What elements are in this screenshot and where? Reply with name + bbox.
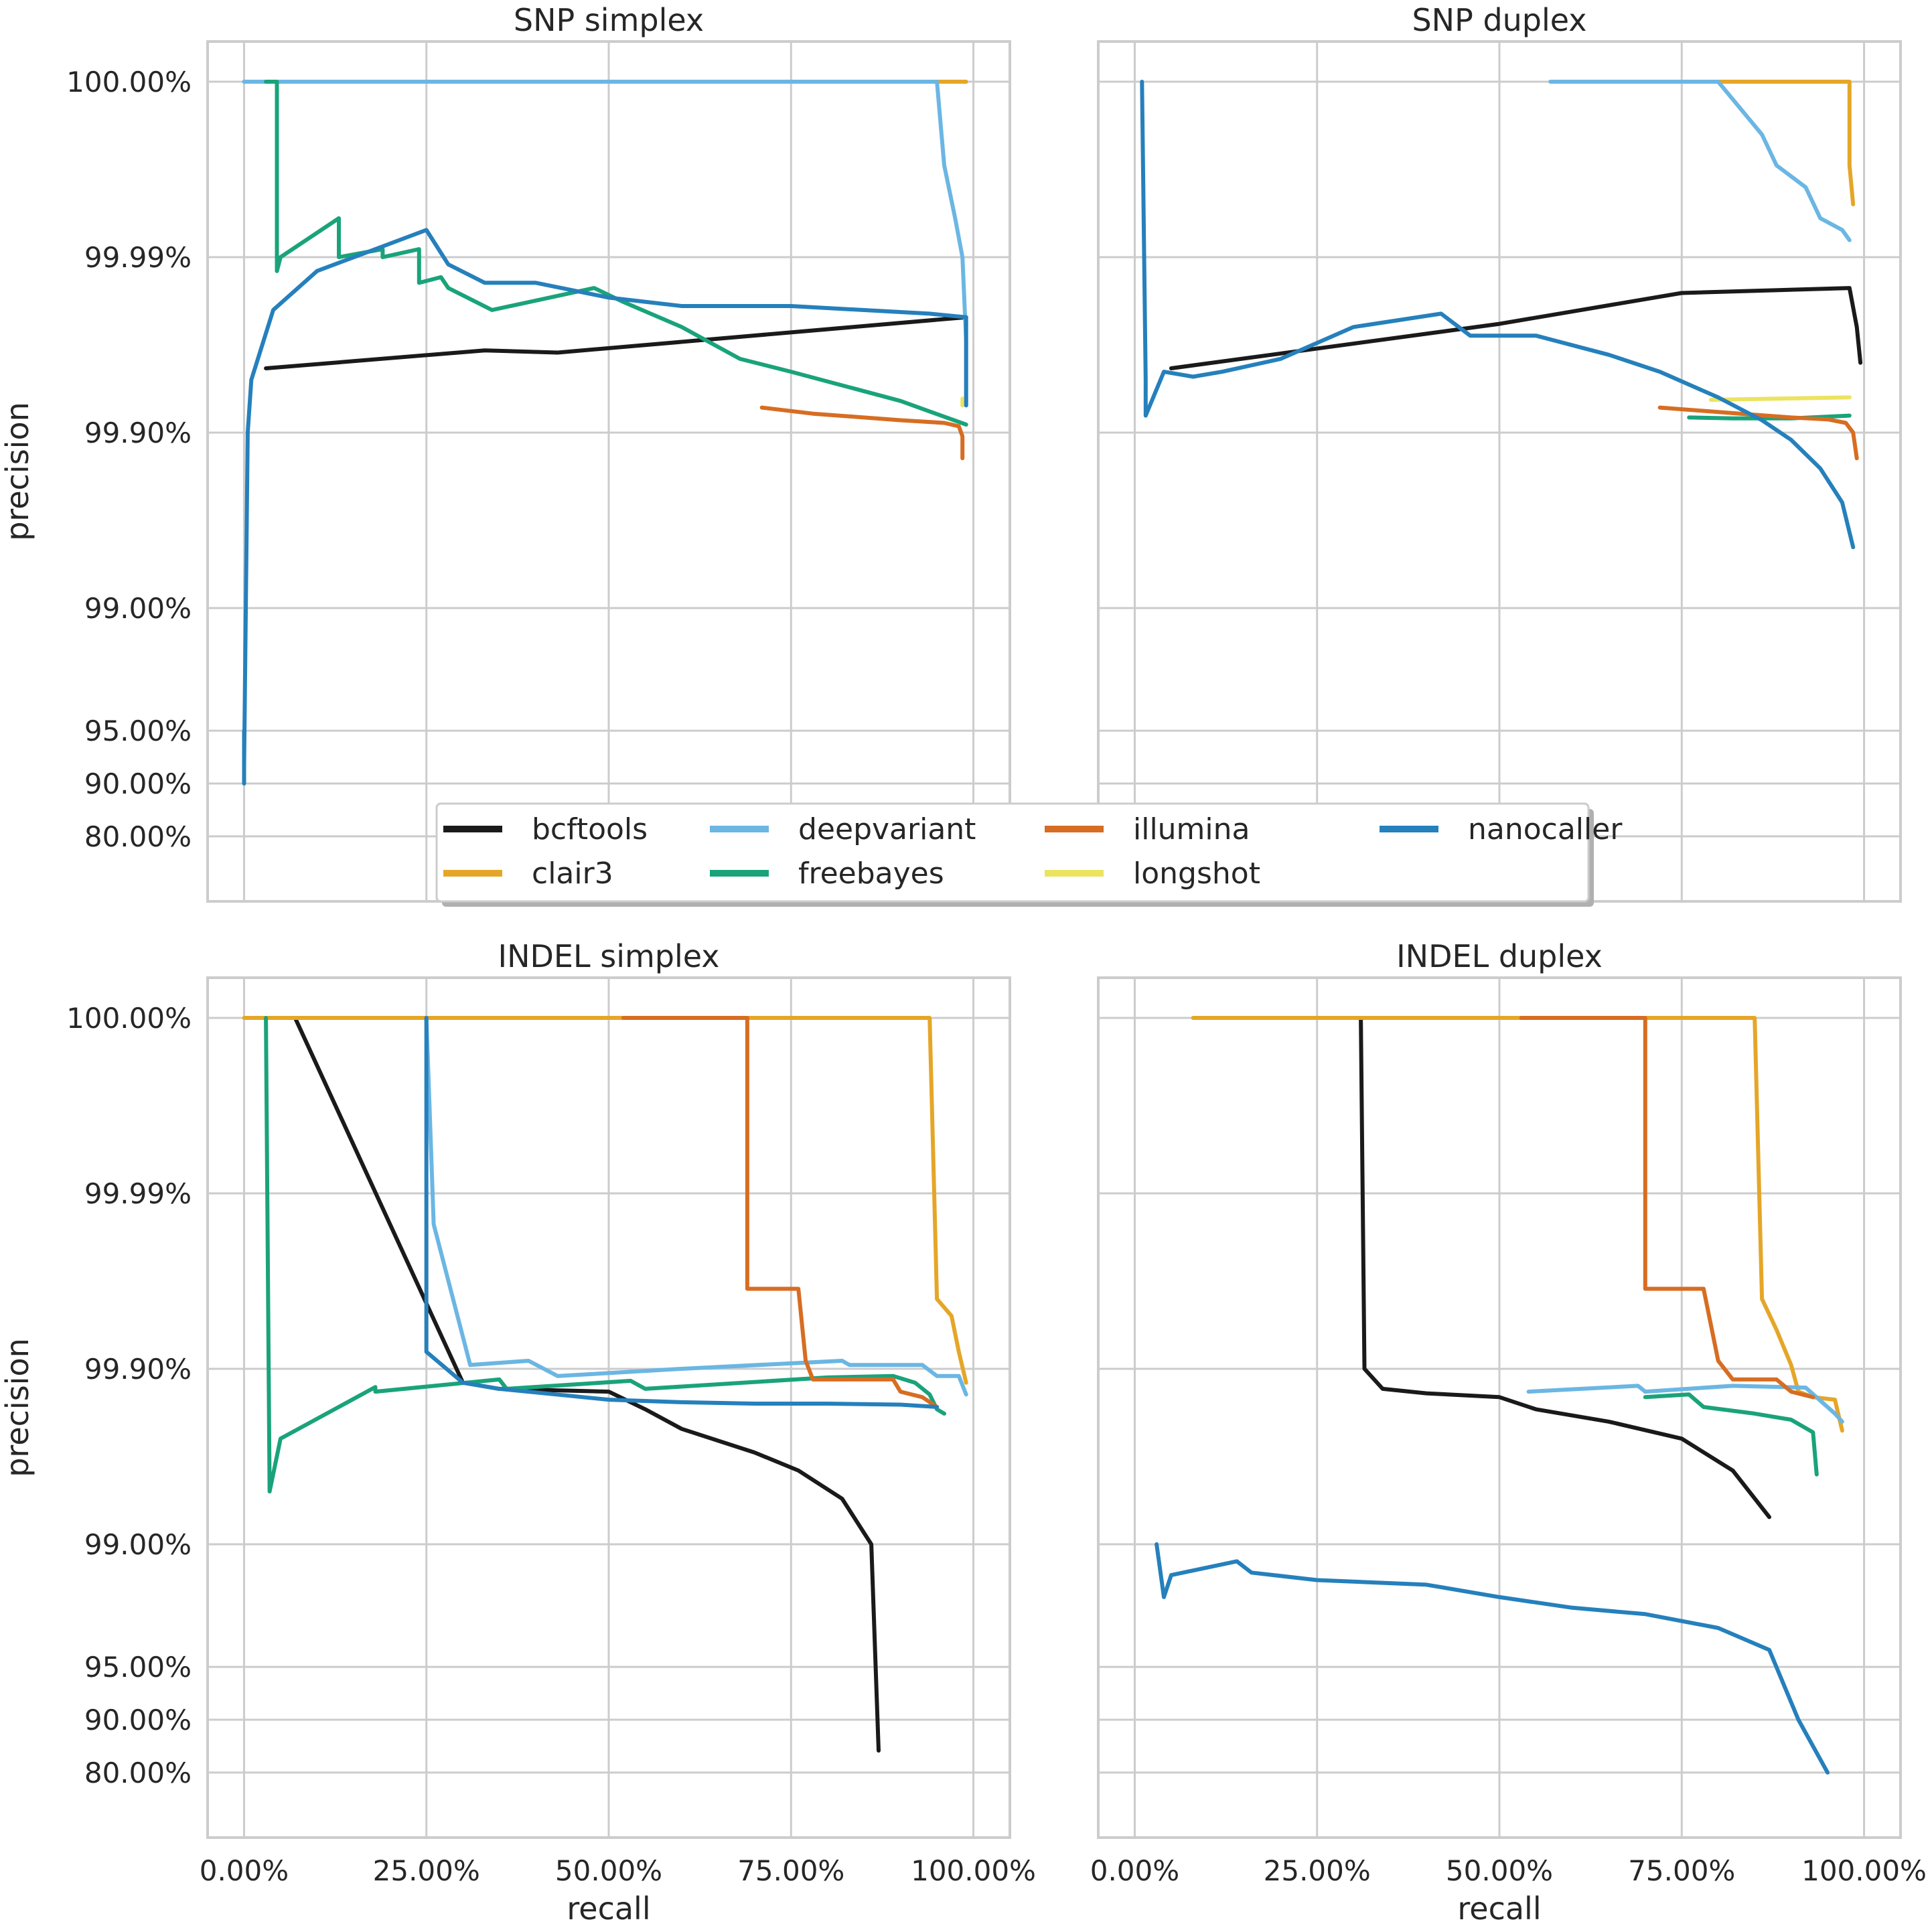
series-line-bcftools (1169, 286, 1863, 370)
x-tick-label: 50.00% (555, 1854, 662, 1887)
y-tick-label: 99.00% (84, 592, 192, 625)
series-line-freebayes (264, 1016, 946, 1494)
y-tick-label: 90.00% (84, 767, 192, 800)
series-line-illumina (1519, 1016, 1815, 1400)
legend-label-deepvariant: deepvariant (798, 812, 976, 846)
series-line-clair3 (1191, 1016, 1844, 1433)
series-line-clair3 (242, 1016, 968, 1385)
y-tick-label: 99.00% (84, 1528, 192, 1561)
panel-title: INDEL duplex (1396, 938, 1603, 974)
x-axis-label: recall (567, 1890, 650, 1927)
x-tick-label: 0.00% (1090, 1854, 1179, 1887)
x-tick-label: 100.00% (1801, 1854, 1927, 1887)
x-tick-label: 25.00% (373, 1854, 480, 1887)
series-line-deepvariant (1548, 80, 1852, 242)
series-line-illumina (759, 405, 965, 461)
series-line-nanocaller (1155, 1542, 1830, 1775)
y-tick-label: 100.00% (66, 66, 192, 98)
series-line-deepvariant (1526, 1384, 1844, 1424)
y-tick-label: 99.99% (84, 1177, 192, 1210)
legend-label-clair3: clair3 (532, 857, 613, 891)
panel-snp-duplex: SNP duplex (1097, 2, 1902, 903)
x-tick-label: 75.00% (737, 1854, 844, 1887)
legend-label-longshot: longshot (1133, 857, 1260, 891)
axes-frame (206, 976, 1011, 1839)
panel-title: SNP duplex (1412, 2, 1586, 38)
legend: bcftools clair3 deepvariant freebayes illumi… (435, 802, 1623, 907)
series-line-longshot (1708, 395, 1852, 402)
legend-label-nanocaller: nanocaller (1468, 812, 1623, 846)
y-tick-label: 100.00% (66, 1002, 192, 1035)
x-tick-label: 100.00% (911, 1854, 1036, 1887)
panel-indel-duplex: INDEL duplex 0.00% 25.00% 50.00% 75.00% 100.0… (1090, 938, 1927, 1927)
y-tick-label: 80.00% (84, 1757, 192, 1789)
y-tick-label: 95.00% (84, 1651, 192, 1684)
x-tick-label: 0.00% (200, 1854, 289, 1887)
y-tick-label: 90.00% (84, 1704, 192, 1736)
series-line-bcftools (1359, 1016, 1771, 1519)
series-line-freebayes (264, 80, 968, 427)
panel-title: INDEL simplex (498, 938, 720, 974)
panel-snp-simplex: SNP simplex 80.00% 90.00% 95.00% 99.00% 99.90… (0, 2, 1011, 903)
axes-frame (1097, 976, 1902, 1839)
series-line-freebayes (1643, 1392, 1819, 1477)
x-tick-label: 50.00% (1446, 1854, 1553, 1887)
panel-title: SNP simplex (514, 2, 704, 38)
series-line-nanocaller (424, 1016, 940, 1409)
y-axis-label: precision (0, 402, 35, 541)
panel-indel-simplex: INDEL simplex 80.00% 90.00% 95.00% 99.00% 99.… (0, 938, 1036, 1927)
series-line-illumina (621, 1016, 940, 1409)
series-line-nanocaller (242, 228, 968, 786)
y-axis-label: precision (0, 1338, 35, 1477)
legend-label-freebayes: freebayes (798, 857, 944, 891)
series-line-nanocaller (1140, 80, 1856, 550)
series-line-deepvariant (242, 80, 968, 408)
x-axis-label: recall (1457, 1890, 1541, 1927)
y-tick-label: 99.99% (84, 241, 192, 274)
series-line-illumina (1657, 405, 1859, 461)
legend-label-illumina: illumina (1133, 812, 1250, 846)
legend-label-bcftools: bcftools (532, 812, 648, 846)
x-tick-label: 75.00% (1628, 1854, 1735, 1887)
series-line-deepvariant (424, 1016, 968, 1397)
y-tick-label: 99.90% (84, 1353, 192, 1386)
series-line-clair3 (1716, 80, 1856, 207)
y-tick-label: 99.90% (84, 417, 192, 449)
series-line-bcftools (264, 315, 968, 370)
y-tick-label: 95.00% (84, 715, 192, 747)
y-tick-label: 80.00% (84, 820, 192, 853)
x-tick-label: 25.00% (1264, 1854, 1371, 1887)
